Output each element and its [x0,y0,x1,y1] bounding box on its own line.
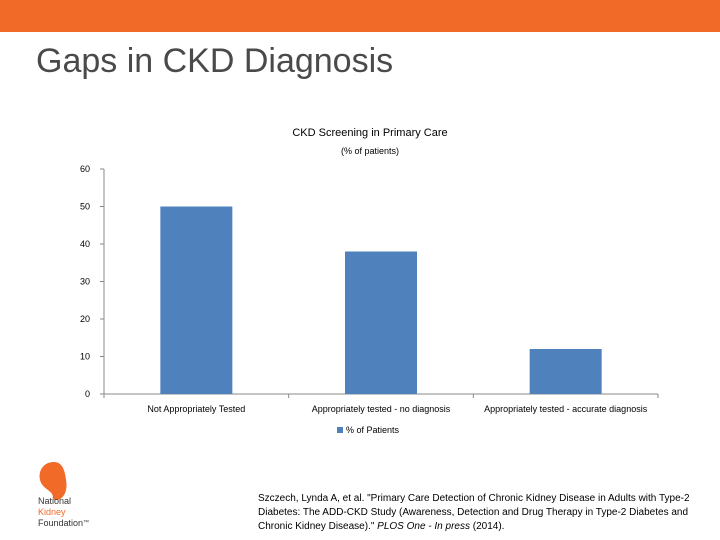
logo-trademark: ™ [83,520,90,526]
legend-swatch [337,427,343,433]
y-tick-label: 0 [85,389,90,399]
logo-line-national: National [38,496,72,506]
bar-1 [160,206,233,394]
chart-subtitle: (% of patients) [340,146,400,156]
citation-journal: PLOS One - In press [377,521,470,532]
y-tick-label: 20 [80,314,90,324]
logo-wordmark: National Kidney Foundation™ [38,496,89,529]
logo-foundation-text: Foundation [38,518,84,528]
citation-text: Szczech, Lynda A, et al. "Primary Care D… [258,493,690,532]
y-tick-label: 10 [80,352,90,362]
legend-label: % of Patients [346,425,400,435]
top-accent-bar [0,0,720,32]
y-tick-label: 60 [80,164,90,174]
x-category-label: Appropriately tested - no diagnosis [312,404,451,414]
y-tick-label: 40 [80,239,90,249]
logo-line-foundation: Foundation™ [38,518,89,529]
logo-line-kidney: Kidney [38,507,66,517]
x-category-label: Not Appropriately Tested [147,404,245,414]
bar-2 [345,251,417,394]
citation-year: (2014). [469,521,505,532]
slide-title: Gaps in CKD Diagnosis [36,42,394,80]
bar-3 [529,349,602,394]
chart-title: CKD Screening in Primary Care [292,127,448,139]
x-category-label: Appropriately tested - accurate diagnosi… [484,404,648,414]
kidney-logo-icon [39,462,67,500]
chart-legend: % of Patients [337,425,399,435]
citation: Szczech, Lynda A, et al. "Primary Care D… [258,492,718,534]
y-tick-label: 30 [80,277,90,287]
y-tick-label: 50 [80,202,90,212]
